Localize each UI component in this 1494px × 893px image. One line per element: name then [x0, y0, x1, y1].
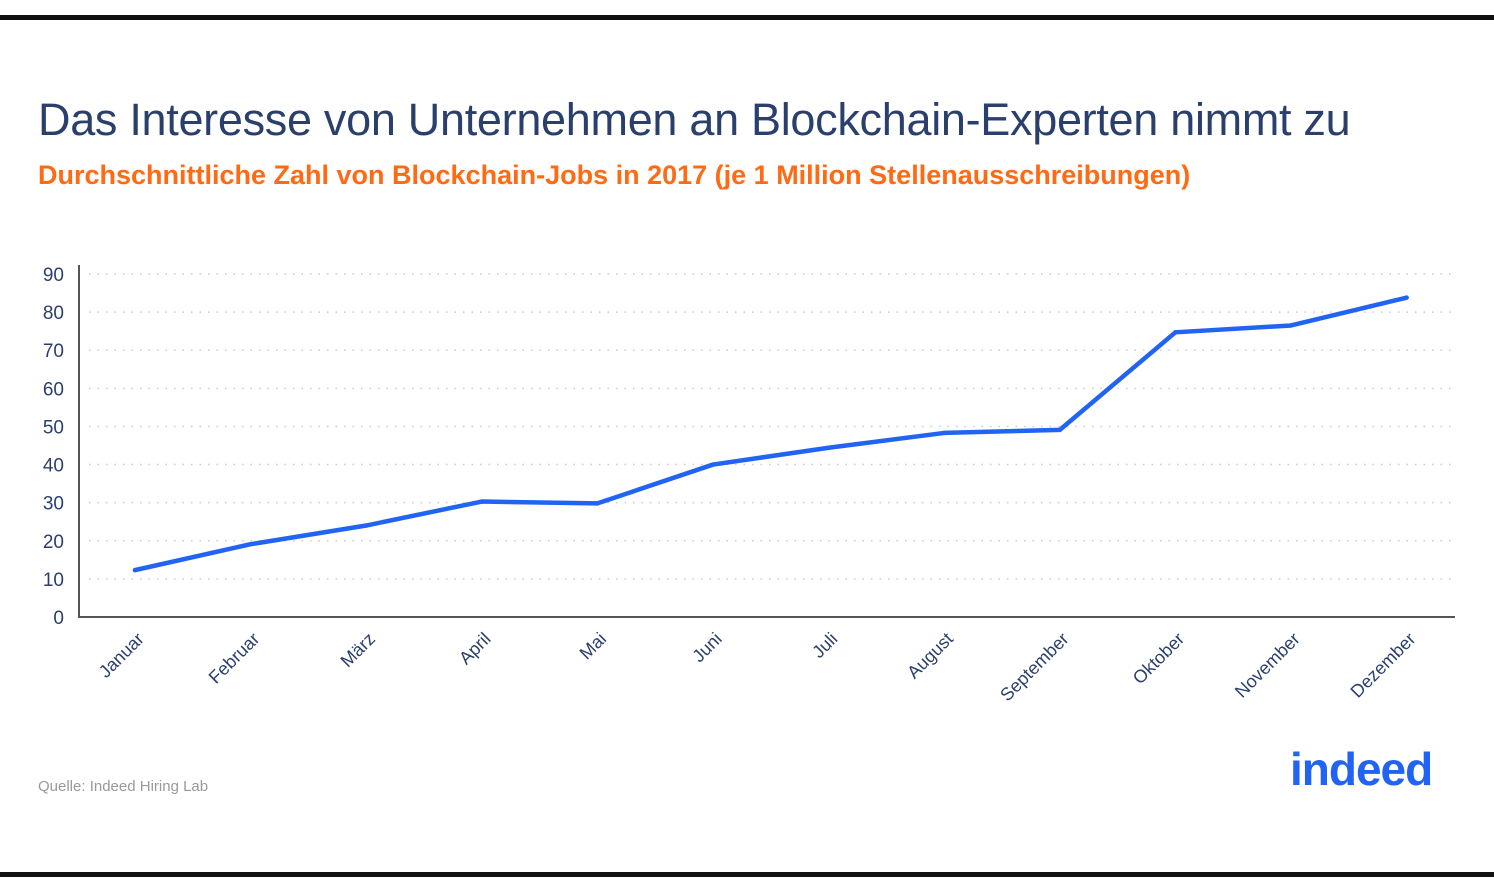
y-tick-label: 80	[43, 303, 64, 324]
x-tick-label: April	[455, 629, 495, 669]
data-point	[710, 462, 716, 467]
chart-subtitle: Durchschnittliche Zahl von Blockchain-Jo…	[38, 160, 1191, 190]
data-point	[1288, 323, 1294, 328]
x-tick-label: Oktober	[1129, 629, 1188, 688]
data-point	[826, 445, 831, 450]
y-tick-label: 0	[53, 608, 64, 629]
y-tick-label: 20	[43, 532, 64, 553]
x-tick-label: März	[337, 629, 379, 671]
x-tick-label: September	[996, 629, 1072, 705]
x-tick-label: Februar	[205, 629, 264, 688]
x-tick-label: Juni	[688, 629, 725, 666]
y-tick-label: 40	[43, 456, 64, 477]
data-point	[364, 523, 369, 528]
y-tick-label: 50	[43, 417, 64, 438]
data-line	[132, 295, 1409, 573]
data-point	[479, 499, 484, 504]
x-tick-label: Januar	[95, 629, 148, 682]
data-point	[132, 567, 138, 573]
data-point	[942, 430, 947, 436]
y-tick-label: 70	[43, 341, 64, 362]
data-point	[1173, 330, 1178, 335]
data-point	[1404, 295, 1409, 300]
x-tick-label: Juli	[808, 629, 841, 662]
bottom-border	[0, 872, 1494, 877]
data-point	[1057, 427, 1063, 433]
source-note: Quelle: Indeed Hiring Lab	[38, 778, 209, 795]
x-tick-label: Dezember	[1347, 629, 1420, 702]
x-tick-label: Mai	[576, 629, 611, 664]
y-tick-label: 90	[43, 265, 64, 286]
data-point	[595, 501, 600, 506]
y-tick-label: 60	[43, 379, 64, 400]
top-border	[0, 15, 1494, 20]
x-tick-label: August	[903, 629, 957, 683]
y-tick-label: 10	[43, 570, 64, 591]
chart-title: Das Interesse von Unternehmen an Blockch…	[38, 94, 1351, 145]
y-tick-label: 30	[43, 494, 64, 515]
data-point	[248, 542, 253, 547]
indeed-logo: indeed	[1290, 743, 1433, 795]
x-tick-label: November	[1231, 629, 1304, 702]
